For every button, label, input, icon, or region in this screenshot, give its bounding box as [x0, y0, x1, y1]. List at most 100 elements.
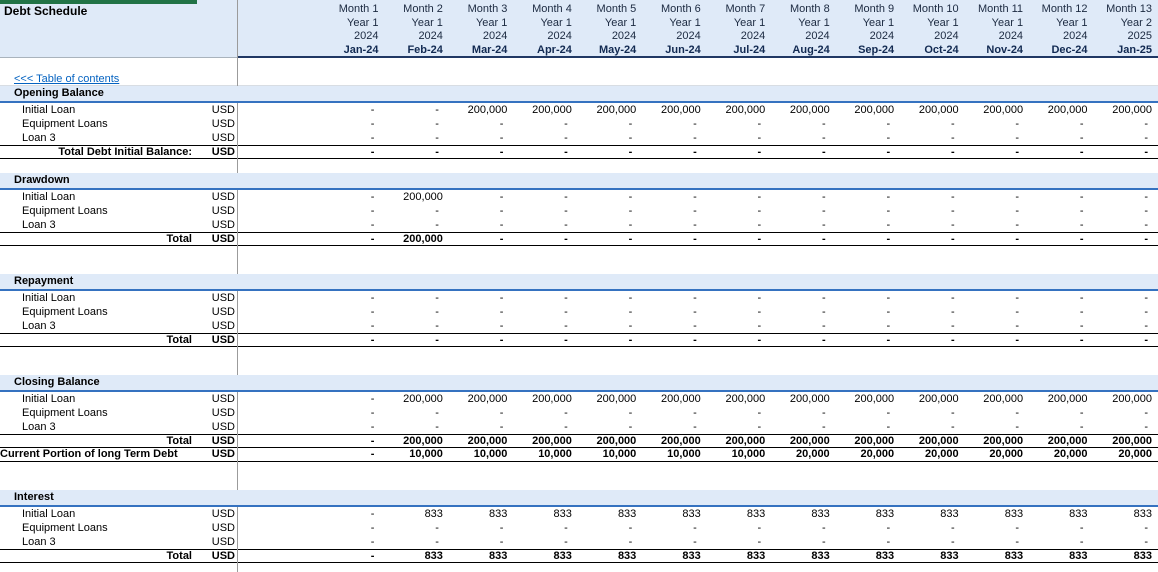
value-cell[interactable]: - [771, 406, 835, 420]
value-cell[interactable]: 200,000 [1094, 435, 1158, 447]
value-cell[interactable]: - [965, 190, 1029, 204]
value-cell[interactable]: - [642, 521, 706, 535]
value-cell[interactable]: - [707, 420, 771, 434]
value-cell[interactable]: - [384, 131, 448, 145]
value-cell[interactable]: - [1094, 420, 1158, 434]
month-column-header[interactable]: Month 2Year 12024Feb-24 [384, 3, 448, 57]
value-cell[interactable]: 10,000 [578, 448, 642, 461]
value-cell[interactable]: - [707, 305, 771, 319]
value-cell[interactable]: - [707, 131, 771, 145]
value-cell[interactable]: 833 [965, 550, 1029, 562]
value-cell[interactable]: - [320, 435, 384, 447]
currency-cell[interactable]: USD [200, 420, 237, 434]
total-label[interactable]: Total [0, 233, 200, 245]
value-cell[interactable]: - [1029, 406, 1093, 420]
section-title[interactable]: Closing Balance [14, 376, 100, 388]
value-cell[interactable]: 200,000 [900, 435, 964, 447]
value-cell[interactable]: - [1029, 218, 1093, 232]
currency-cell[interactable]: USD [200, 117, 237, 131]
row-label[interactable]: Initial Loan [0, 103, 200, 117]
value-cell[interactable]: 200,000 [1029, 435, 1093, 447]
value-cell[interactable]: - [836, 420, 900, 434]
value-cell[interactable]: 20,000 [1029, 448, 1093, 461]
value-cell[interactable]: 833 [900, 507, 964, 521]
currency-cell[interactable]: USD [200, 190, 237, 204]
value-cell[interactable]: 10,000 [449, 448, 513, 461]
value-cell[interactable]: 200,000 [449, 392, 513, 406]
row-label[interactable]: Loan 3 [0, 131, 200, 145]
value-cell[interactable]: 200,000 [642, 103, 706, 117]
month-column-header[interactable]: Month 5Year 12024May-24 [578, 3, 642, 57]
value-cell[interactable]: - [836, 521, 900, 535]
value-cell[interactable]: - [513, 406, 577, 420]
value-cell[interactable]: - [900, 291, 964, 305]
value-cell[interactable]: 200,000 [771, 103, 835, 117]
row-label[interactable]: Initial Loan [0, 291, 200, 305]
value-cell[interactable]: - [320, 507, 384, 521]
value-cell[interactable]: - [900, 190, 964, 204]
month-column-header[interactable]: Month 12Year 12024Dec-24 [1029, 3, 1093, 57]
value-cell[interactable]: - [771, 233, 835, 245]
value-cell[interactable]: - [836, 305, 900, 319]
value-cell[interactable]: 200,000 [578, 435, 642, 447]
value-cell[interactable]: - [642, 146, 706, 158]
value-cell[interactable]: 200,000 [384, 392, 448, 406]
value-cell[interactable]: - [707, 406, 771, 420]
value-cell[interactable]: - [384, 103, 448, 117]
value-cell[interactable]: 200,000 [384, 435, 448, 447]
value-cell[interactable]: - [965, 535, 1029, 549]
value-cell[interactable]: - [900, 305, 964, 319]
value-cell[interactable]: 200,000 [449, 103, 513, 117]
value-cell[interactable]: - [1029, 190, 1093, 204]
value-cell[interactable]: 833 [384, 550, 448, 562]
value-cell[interactable]: - [1094, 204, 1158, 218]
value-cell[interactable]: - [1094, 131, 1158, 145]
value-cell[interactable]: - [320, 535, 384, 549]
value-cell[interactable]: - [771, 218, 835, 232]
value-cell[interactable]: 833 [771, 507, 835, 521]
toc-link[interactable]: <<< Table of contents [14, 72, 320, 86]
value-cell[interactable]: - [965, 146, 1029, 158]
value-cell[interactable]: 200,000 [578, 103, 642, 117]
value-cell[interactable]: - [320, 305, 384, 319]
row-label[interactable]: Loan 3 [0, 420, 200, 434]
value-cell[interactable]: - [320, 319, 384, 333]
value-cell[interactable]: - [707, 291, 771, 305]
value-cell[interactable]: 200,000 [1029, 103, 1093, 117]
value-cell[interactable]: - [965, 305, 1029, 319]
value-cell[interactable]: - [578, 146, 642, 158]
value-cell[interactable]: - [578, 218, 642, 232]
value-cell[interactable]: - [320, 550, 384, 562]
value-cell[interactable]: - [1094, 190, 1158, 204]
value-cell[interactable]: - [513, 535, 577, 549]
value-cell[interactable]: 200,000 [900, 103, 964, 117]
currency-cell[interactable]: USD [200, 448, 237, 461]
value-cell[interactable]: - [320, 521, 384, 535]
value-cell[interactable]: - [1029, 334, 1093, 346]
value-cell[interactable]: - [965, 406, 1029, 420]
value-cell[interactable]: - [836, 190, 900, 204]
value-cell[interactable]: - [578, 233, 642, 245]
value-cell[interactable]: - [900, 319, 964, 333]
value-cell[interactable]: - [320, 392, 384, 406]
currency-cell[interactable]: USD [200, 550, 237, 562]
value-cell[interactable]: - [1094, 334, 1158, 346]
section-title[interactable]: Interest [14, 491, 54, 503]
row-label[interactable]: Current Portion of long Term Debt [0, 448, 200, 461]
value-cell[interactable]: 20,000 [900, 448, 964, 461]
value-cell[interactable]: - [965, 233, 1029, 245]
value-cell[interactable]: - [513, 233, 577, 245]
value-cell[interactable]: - [384, 406, 448, 420]
value-cell[interactable]: - [449, 218, 513, 232]
value-cell[interactable]: - [642, 204, 706, 218]
value-cell[interactable]: 833 [642, 550, 706, 562]
value-cell[interactable]: - [1029, 117, 1093, 131]
value-cell[interactable]: - [900, 218, 964, 232]
value-cell[interactable]: - [836, 334, 900, 346]
value-cell[interactable]: 200,000 [1029, 392, 1093, 406]
value-cell[interactable]: - [320, 218, 384, 232]
value-cell[interactable]: - [965, 117, 1029, 131]
month-column-header[interactable]: Month 8Year 12024Aug-24 [771, 3, 835, 57]
value-cell[interactable]: - [771, 291, 835, 305]
value-cell[interactable]: - [320, 291, 384, 305]
